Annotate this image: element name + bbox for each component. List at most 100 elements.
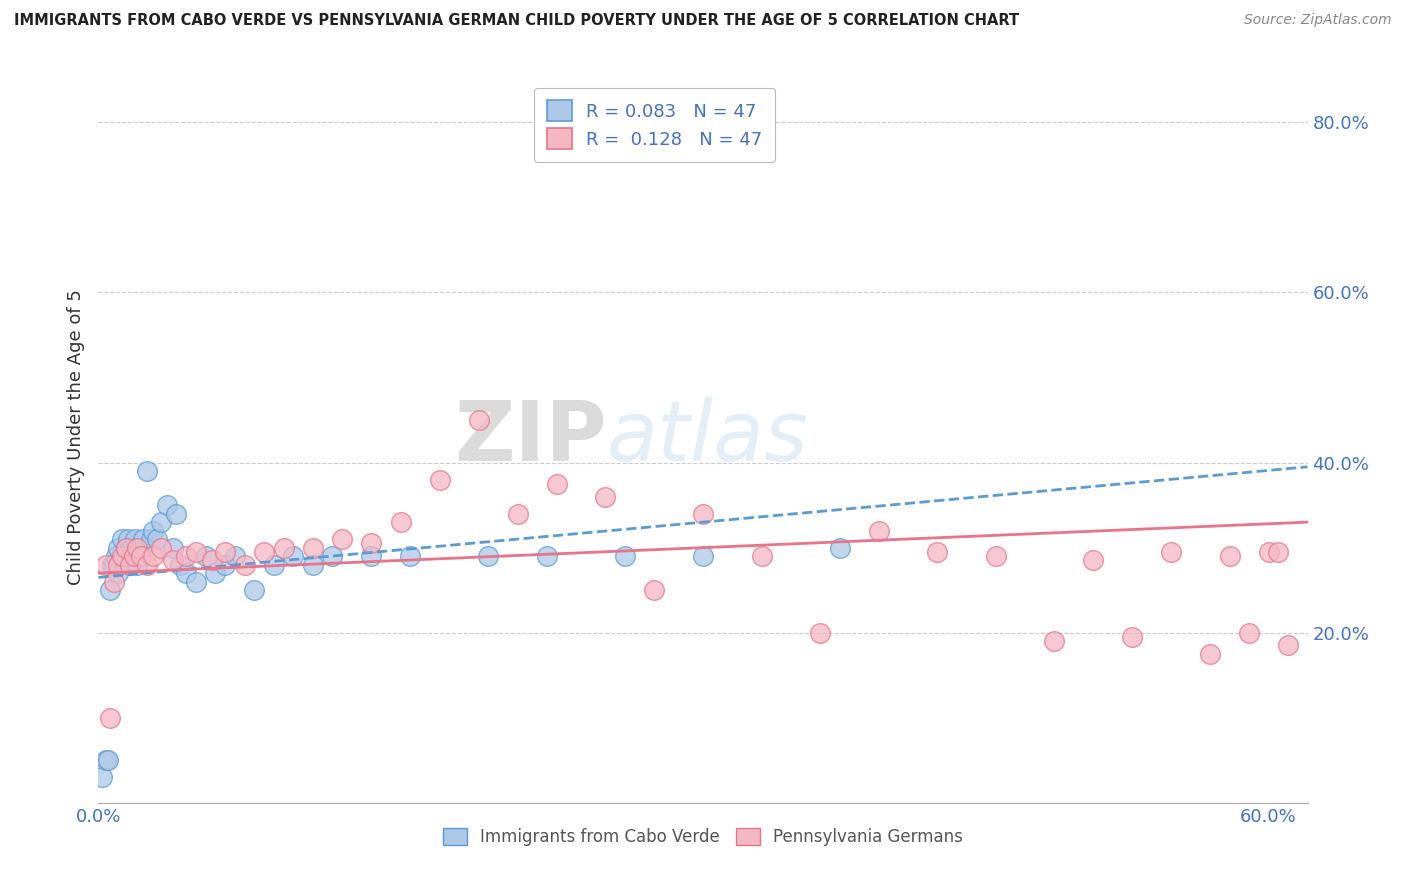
Text: ZIP: ZIP (454, 397, 606, 477)
Point (162, 553, 184, 567)
Point (643, 583, 665, 598)
Point (136, 558, 159, 572)
Point (131, 549, 153, 563)
Point (1267, 545, 1289, 559)
Point (321, 549, 343, 563)
Point (124, 532, 146, 546)
Point (162, 541, 184, 555)
Point (751, 549, 773, 563)
Point (1237, 625, 1260, 640)
Point (243, 583, 266, 598)
Point (96, 558, 118, 572)
Point (132, 532, 155, 546)
Point (118, 558, 141, 572)
Point (200, 553, 222, 567)
Point (111, 532, 134, 546)
Point (925, 545, 948, 559)
Point (107, 558, 129, 572)
Point (360, 549, 382, 563)
Point (101, 558, 124, 572)
Point (1121, 630, 1143, 644)
Point (692, 507, 714, 521)
Point (253, 545, 276, 559)
Point (283, 549, 305, 563)
Point (868, 524, 890, 538)
Point (149, 541, 172, 555)
Point (149, 515, 172, 529)
Point (214, 545, 236, 559)
Point (360, 536, 382, 550)
Point (111, 549, 134, 563)
Point (263, 558, 285, 572)
Point (546, 476, 568, 491)
Point (112, 549, 135, 563)
Point (98, 711, 121, 725)
Point (91, 770, 114, 784)
Point (103, 574, 125, 589)
Point (131, 541, 153, 555)
Point (121, 541, 143, 555)
Text: atlas: atlas (606, 397, 808, 477)
Point (184, 574, 207, 589)
Point (169, 558, 191, 572)
Point (984, 549, 1007, 563)
Point (122, 549, 145, 563)
Legend: Immigrants from Cabo Verde, Pennsylvania Germans: Immigrants from Cabo Verde, Pennsylvania… (436, 822, 970, 853)
Point (399, 549, 422, 563)
Point (467, 413, 489, 427)
Point (389, 515, 412, 529)
Point (614, 549, 637, 563)
Point (107, 541, 129, 555)
Point (127, 558, 149, 572)
Point (114, 541, 136, 555)
Point (1081, 553, 1104, 567)
Y-axis label: Child Poverty Under the Age of 5: Child Poverty Under the Age of 5 (66, 289, 84, 585)
Point (104, 549, 127, 563)
Point (142, 549, 165, 563)
Point (139, 532, 162, 546)
Point (142, 524, 165, 538)
Point (114, 541, 136, 555)
Point (429, 473, 451, 487)
Point (302, 541, 325, 555)
Point (98, 583, 121, 598)
Point (273, 541, 295, 555)
Point (595, 490, 617, 504)
Point (107, 566, 129, 581)
Point (127, 541, 149, 555)
Text: Source: ZipAtlas.com: Source: ZipAtlas.com (1244, 13, 1392, 28)
Point (96, 753, 118, 767)
Point (233, 558, 256, 572)
Point (156, 498, 179, 512)
Point (118, 558, 141, 572)
Point (828, 541, 851, 555)
Point (117, 532, 139, 546)
Point (184, 545, 207, 559)
Point (1277, 639, 1299, 653)
Point (1199, 647, 1222, 661)
Text: IMMIGRANTS FROM CABO VERDE VS PENNSYLVANIA GERMAN CHILD POVERTY UNDER THE AGE OF: IMMIGRANTS FROM CABO VERDE VS PENNSYLVAN… (14, 13, 1019, 29)
Point (194, 549, 217, 563)
Point (174, 566, 197, 581)
Point (692, 549, 714, 563)
Point (97, 753, 120, 767)
Point (122, 549, 145, 563)
Point (302, 558, 325, 572)
Point (506, 507, 529, 521)
Point (165, 507, 187, 521)
Point (136, 464, 159, 478)
Point (1257, 545, 1279, 559)
Point (146, 532, 169, 546)
Point (1160, 545, 1182, 559)
Point (1219, 549, 1241, 563)
Point (808, 625, 831, 640)
Point (1043, 634, 1066, 648)
Point (477, 549, 499, 563)
Point (204, 566, 226, 581)
Point (214, 558, 236, 572)
Point (174, 549, 197, 563)
Point (224, 549, 246, 563)
Point (103, 558, 125, 572)
Point (330, 532, 353, 546)
Point (536, 549, 558, 563)
